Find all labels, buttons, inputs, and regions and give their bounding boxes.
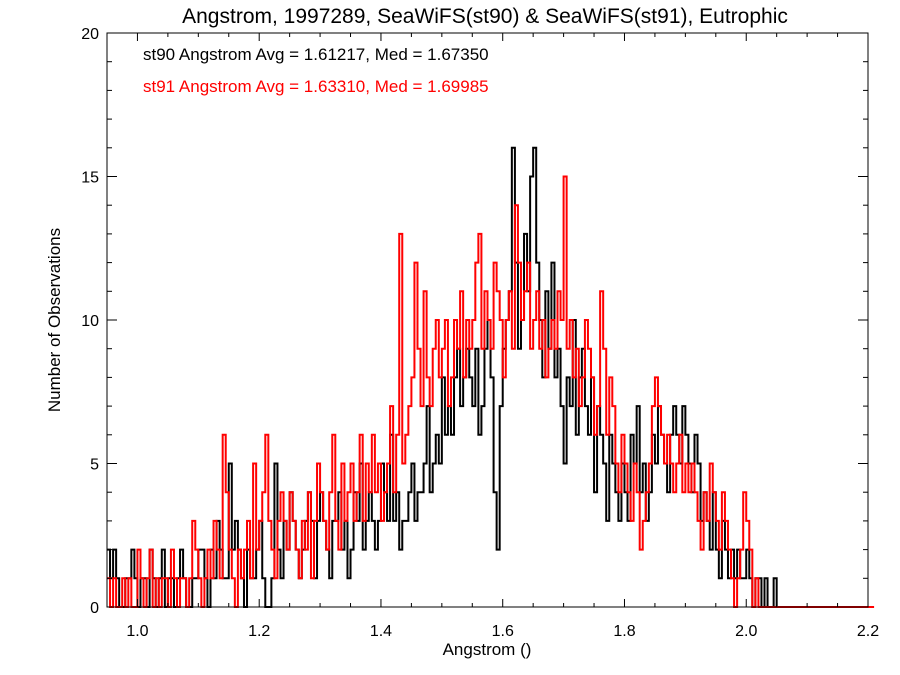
x-tick-label-0: 1.0 — [126, 623, 148, 640]
x-tick-label-5: 2.0 — [735, 623, 757, 640]
x-tick-label-2: 1.4 — [370, 623, 392, 640]
annotation-st90: st90 Angstrom Avg = 1.61217, Med = 1.673… — [143, 45, 489, 64]
x-axis-ticks: 1.0 1.2 1.4 1.6 1.8 2.0 2.2 — [106, 33, 879, 640]
series-line-1 — [107, 175, 875, 608]
y-tick-label-3: 15 — [81, 170, 99, 187]
x-tick-label-1: 1.2 — [248, 623, 270, 640]
y-tick-label-0: 0 — [90, 600, 99, 617]
x-tick-label-4: 1.8 — [613, 623, 635, 640]
y-tick-label-2: 10 — [81, 313, 99, 330]
y-tick-label-4: 20 — [81, 26, 99, 43]
y-axis-ticks: 0 5 10 15 20 — [81, 26, 868, 617]
y-axis-title: Number of Observations — [45, 228, 64, 412]
chart-title: Angstrom, 1997289, SeaWiFS(st90) & SeaWi… — [182, 5, 788, 28]
annotation-st91: st91 Angstrom Avg = 1.63310, Med = 1.699… — [143, 77, 489, 96]
series-layer — [107, 146, 875, 608]
x-tick-label-3: 1.6 — [492, 623, 514, 640]
y-tick-label-1: 5 — [90, 457, 99, 474]
plot-area: 1.0 1.2 1.4 1.6 1.8 2.0 2.2 0 5 10 15 20 — [81, 26, 879, 640]
x-tick-label-6: 2.2 — [857, 623, 879, 640]
x-axis-title: Angstrom () — [443, 640, 532, 659]
